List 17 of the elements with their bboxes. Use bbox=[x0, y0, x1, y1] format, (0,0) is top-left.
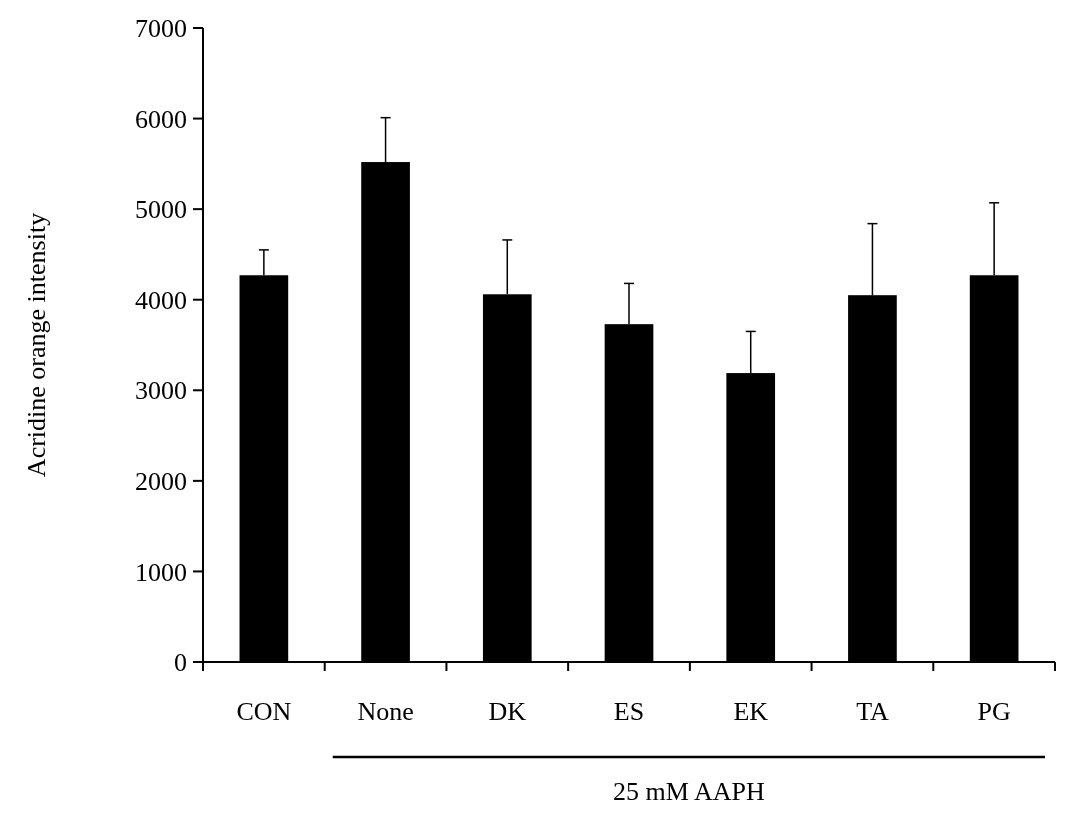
y-tick-label: 3000 bbox=[135, 376, 187, 406]
y-tick-label: 7000 bbox=[135, 14, 187, 44]
y-tick-label: 5000 bbox=[135, 195, 187, 225]
y-tick-label: 1000 bbox=[135, 557, 187, 587]
x-tick-label: PG bbox=[977, 697, 1011, 726]
x-tick-label: DK bbox=[488, 697, 527, 726]
y-tick-label: 2000 bbox=[135, 466, 187, 496]
x-tick-label: CON bbox=[236, 697, 292, 726]
x-tick-label: TA bbox=[856, 697, 889, 726]
y-axis-title: Acridine orange intensity bbox=[22, 212, 51, 478]
y-tick-label: 6000 bbox=[135, 104, 187, 134]
x-tick-label: None bbox=[357, 697, 414, 726]
y-tick-label: 0 bbox=[174, 648, 187, 678]
y-tick-label: 4000 bbox=[135, 285, 187, 315]
text: 25 mM AAPH bbox=[613, 777, 765, 806]
x-tick-label: ES bbox=[613, 697, 645, 726]
x-tick-label: EK bbox=[733, 697, 769, 726]
